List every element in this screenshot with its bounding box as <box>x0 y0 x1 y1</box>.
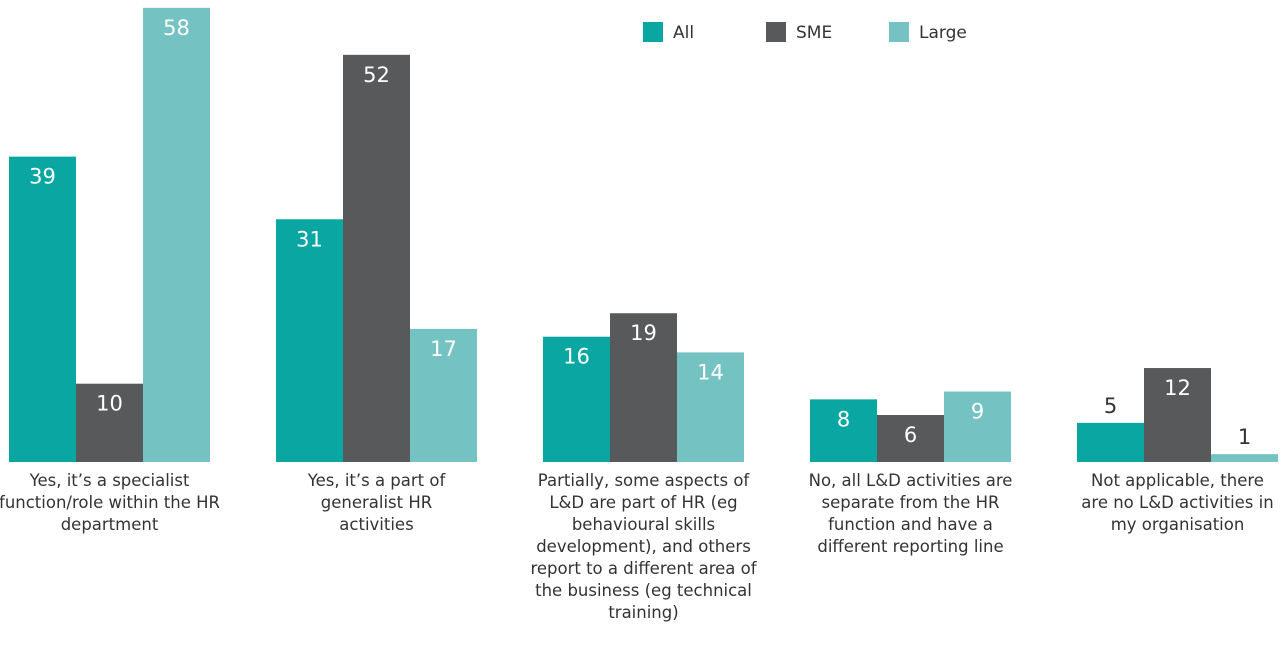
bar <box>1077 422 1144 462</box>
bar <box>343 54 410 463</box>
bar <box>610 313 677 462</box>
value-label: 16 <box>563 345 590 369</box>
category-label: Yes, it’s a specialist function/role wit… <box>0 471 220 534</box>
legend-label: All <box>673 23 694 43</box>
legend-swatch <box>766 22 786 42</box>
bar <box>944 391 1011 462</box>
value-label: 9 <box>971 400 984 424</box>
legend-label: Large <box>919 23 967 43</box>
value-label: 14 <box>697 360 724 384</box>
legend-swatch <box>889 22 909 42</box>
bar <box>543 336 610 462</box>
bar <box>410 328 477 462</box>
bar <box>9 156 76 462</box>
value-label: 1 <box>1238 425 1251 449</box>
bar <box>276 219 343 462</box>
bar <box>1211 454 1278 462</box>
category-label: Partially, some aspects of L&D are part … <box>530 471 757 622</box>
legend-label: SME <box>796 23 832 43</box>
bar <box>877 415 944 462</box>
bar <box>76 383 143 462</box>
value-label: 10 <box>96 392 123 416</box>
value-label: 52 <box>363 63 390 87</box>
bar <box>143 7 210 463</box>
bar <box>677 352 744 462</box>
category-label: No, all L&D activities are separate from… <box>808 471 1013 556</box>
value-label: 58 <box>163 16 190 40</box>
value-label: 31 <box>296 227 323 251</box>
value-label: 8 <box>837 407 850 431</box>
value-label: 6 <box>904 423 917 447</box>
value-label: 19 <box>630 321 657 345</box>
value-label: 5 <box>1104 394 1117 418</box>
legend-swatch <box>643 22 663 42</box>
category-label: Not applicable, there are no L&D activit… <box>1081 471 1274 534</box>
category-label: Yes, it’s a part of generalist HR activi… <box>307 471 446 534</box>
bar <box>1144 368 1211 462</box>
bar <box>810 399 877 462</box>
value-label: 39 <box>29 165 56 189</box>
value-label: 12 <box>1164 376 1191 400</box>
value-label: 17 <box>430 337 457 361</box>
